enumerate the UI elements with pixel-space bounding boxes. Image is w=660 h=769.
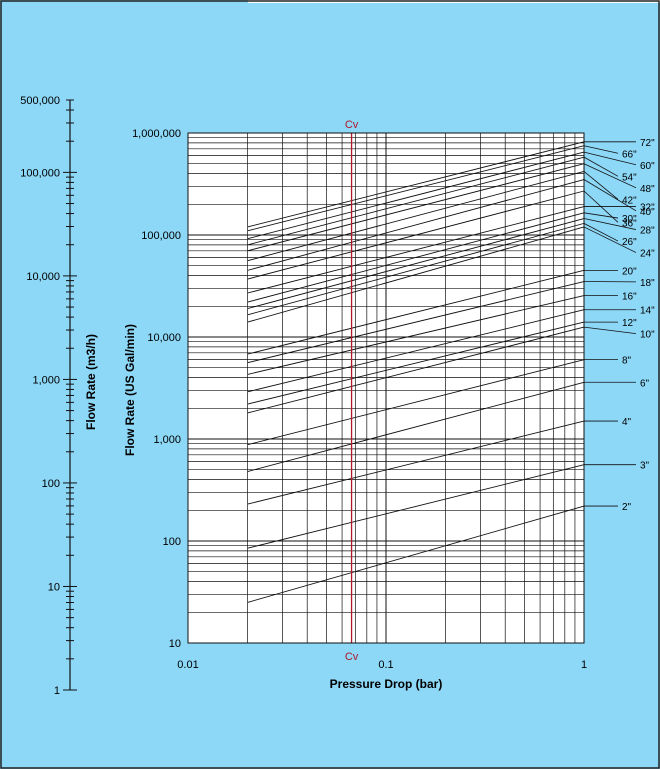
series-line xyxy=(247,222,585,316)
series-label: 3" xyxy=(640,461,650,472)
secondary-tick-label: 10,000 xyxy=(26,271,60,283)
secondary-tick-label: 500,000 xyxy=(20,95,60,107)
secondary-tick-label: 1 xyxy=(54,685,60,697)
series-label-leader xyxy=(583,179,637,212)
series-label: 48" xyxy=(640,184,655,195)
y-axis-label: Flow Rate (US Gal/min) xyxy=(123,324,137,456)
series-label-leader xyxy=(583,145,619,154)
series-line xyxy=(247,309,585,393)
series-line xyxy=(247,359,585,446)
series-label: 28" xyxy=(640,226,655,237)
secondary-tick-label: 100 xyxy=(42,478,60,490)
y-tick-label: 1,000,000 xyxy=(132,128,181,140)
secondary-axis: 1 10 100 1,000 10,000 100,000 500,000 xyxy=(20,95,77,697)
series-label: 66" xyxy=(622,149,637,160)
secondary-tick-label: 100,000 xyxy=(20,167,60,179)
series-label: 2" xyxy=(622,502,632,513)
series-label: 8" xyxy=(622,356,632,367)
series-line xyxy=(247,170,585,262)
series-label: 6" xyxy=(640,378,650,389)
series-label: 4" xyxy=(622,417,632,428)
series-label: 60" xyxy=(640,161,655,172)
series-line xyxy=(247,464,585,549)
series-lines xyxy=(247,141,585,603)
series-label: 26" xyxy=(622,237,637,248)
series-label: 54" xyxy=(622,172,637,183)
series-label: 18" xyxy=(640,278,655,289)
series-label-leader xyxy=(583,226,637,253)
series-label: 10" xyxy=(640,330,655,341)
series-label-leader xyxy=(583,163,637,189)
series-line xyxy=(247,218,585,310)
x-tick-labels: 0.01 0.1 1 xyxy=(177,659,587,671)
series-line xyxy=(247,151,585,240)
series-label: 16" xyxy=(622,292,637,303)
cv-reference: Cv Cv xyxy=(345,119,359,663)
series-label: 20" xyxy=(622,266,637,277)
series-label-leader xyxy=(583,156,619,177)
series-line xyxy=(247,141,585,228)
series-line xyxy=(247,505,585,603)
x-axis-label: Pressure Drop (bar) xyxy=(330,677,443,691)
series-label: 30" xyxy=(622,214,637,225)
series-label-leader xyxy=(583,151,637,166)
series-line xyxy=(247,163,585,252)
secondary-axis-label: Flow Rate (m3/h) xyxy=(84,334,98,430)
x-tick-label: 0.1 xyxy=(378,659,393,671)
series-labels: 72"66"60"54"48"42"40"36"32"30"28"26"24"2… xyxy=(583,138,655,513)
series-line xyxy=(247,295,585,375)
plot-frame xyxy=(187,132,585,644)
series-line xyxy=(247,179,585,271)
y-tick-label: 10,000 xyxy=(147,332,181,344)
x-tick-label: 0.01 xyxy=(177,659,198,671)
series-label: 36" xyxy=(622,218,637,229)
cv-label-bottom: Cv xyxy=(345,651,359,663)
secondary-tick-label: 10 xyxy=(48,581,60,593)
series-label: 32" xyxy=(640,203,655,214)
cv-label-top: Cv xyxy=(345,119,359,131)
y-tick-label: 10 xyxy=(169,638,181,650)
series-line xyxy=(247,326,585,414)
x-tick-label: 1 xyxy=(581,659,587,671)
series-label-leader xyxy=(583,218,637,230)
series-label-leader xyxy=(583,171,619,200)
series-label: 42" xyxy=(622,195,637,206)
series-label-leader xyxy=(583,326,637,334)
series-line xyxy=(247,206,585,294)
series-label: 14" xyxy=(640,306,655,317)
grid xyxy=(188,133,584,643)
series-line xyxy=(247,281,585,364)
series-label: 24" xyxy=(640,249,655,260)
series-label-leader xyxy=(583,223,619,242)
y-tick-label: 1,000 xyxy=(153,434,181,446)
series-label: 40" xyxy=(640,207,655,218)
series-label-leader xyxy=(583,212,619,219)
series-line xyxy=(247,212,585,303)
series-label: 12" xyxy=(622,318,637,329)
series-line xyxy=(247,381,585,472)
series-line xyxy=(247,145,585,232)
y-tick-labels: 10 100 1,000 10,000 100,000 1,000,000 xyxy=(132,128,181,650)
series-line xyxy=(247,226,585,323)
y-tick-label: 100 xyxy=(163,536,181,548)
secondary-tick-label: 1,000 xyxy=(32,374,60,386)
series-line xyxy=(247,156,585,246)
series-line xyxy=(247,269,585,355)
series-line xyxy=(247,190,585,280)
series-label: 72" xyxy=(640,138,655,149)
series-line xyxy=(247,321,585,405)
series-line xyxy=(247,420,585,505)
y-tick-label: 100,000 xyxy=(141,230,181,242)
